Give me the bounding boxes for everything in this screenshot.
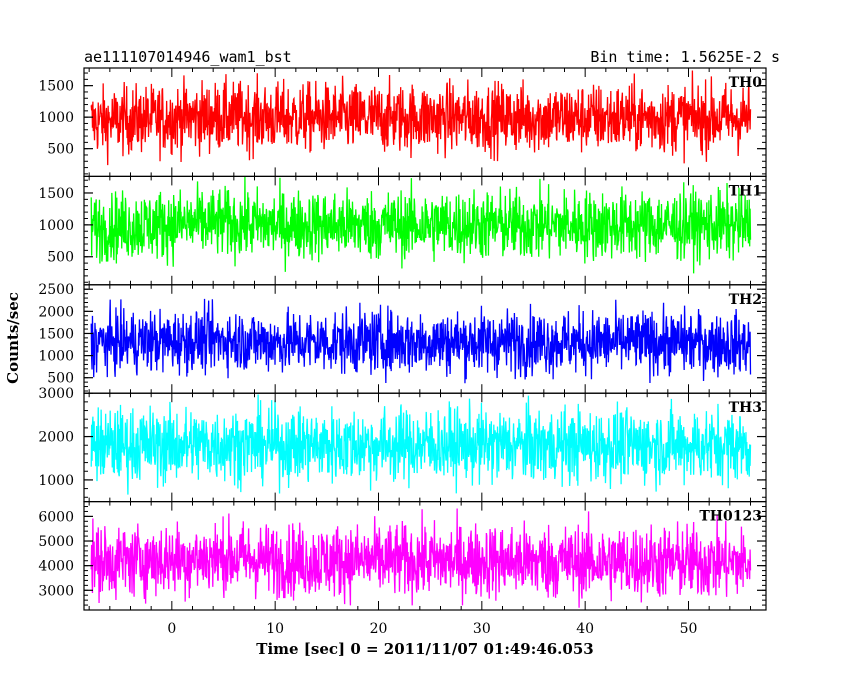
panel-label-th0123: TH0123 xyxy=(699,509,762,525)
x-tick-label: 50 xyxy=(680,621,698,637)
y-tick-label: 1500 xyxy=(38,186,74,202)
y-tick-label: 1000 xyxy=(38,349,74,365)
y-tick-label: 1000 xyxy=(38,218,74,234)
x-tick-label: 10 xyxy=(266,621,284,637)
chart-title: ae111107014946_wam1_bst xyxy=(84,48,292,66)
y-tick-label: 6000 xyxy=(38,509,74,525)
panel-th0123 xyxy=(90,508,752,608)
x-tick-label: 40 xyxy=(576,621,594,637)
panel-th2 xyxy=(90,298,752,384)
y-tick-label: 1500 xyxy=(38,326,74,342)
panel-label-th0: TH0 xyxy=(729,75,763,91)
y-tick-label: 2500 xyxy=(38,282,74,298)
panel-label-th2: TH2 xyxy=(729,292,762,308)
panel-th1 xyxy=(90,176,752,274)
bin-time-label: Bin time: 1.5625E-2 s xyxy=(590,48,780,66)
x-axis-label: Time [sec] 0 = 2011/11/07 01:49:46.053 xyxy=(256,640,593,658)
y-tick-label: 5000 xyxy=(38,534,74,550)
y-tick-label: 1000 xyxy=(38,473,74,489)
series-line-th3 xyxy=(90,394,752,495)
x-tick-label: 20 xyxy=(370,621,388,637)
y-tick-label: 2000 xyxy=(38,430,74,446)
y-tick-label: 3000 xyxy=(38,583,74,599)
y-axis-label: Counts/sec xyxy=(4,292,22,384)
y-tick-label: 500 xyxy=(47,371,74,387)
panel-th0 xyxy=(90,70,752,166)
panel-label-th1: TH1 xyxy=(729,183,762,199)
x-tick-label: 0 xyxy=(167,621,176,637)
y-tick-label: 500 xyxy=(47,142,74,158)
panel-label-th3: TH3 xyxy=(729,400,762,416)
x-tick-label: 30 xyxy=(473,621,491,637)
series-line-th2 xyxy=(90,298,752,384)
y-tick-label: 500 xyxy=(47,250,74,266)
panel-th3 xyxy=(90,394,752,495)
series-line-th1 xyxy=(90,176,752,274)
y-tick-label: 1000 xyxy=(38,110,74,126)
series-line-th0 xyxy=(90,70,752,166)
series-line-th0123 xyxy=(90,508,752,608)
y-tick-label: 2000 xyxy=(38,304,74,320)
y-tick-label: 3000 xyxy=(38,386,74,402)
y-tick-label: 1500 xyxy=(38,79,74,95)
y-tick-label: 4000 xyxy=(38,559,74,575)
